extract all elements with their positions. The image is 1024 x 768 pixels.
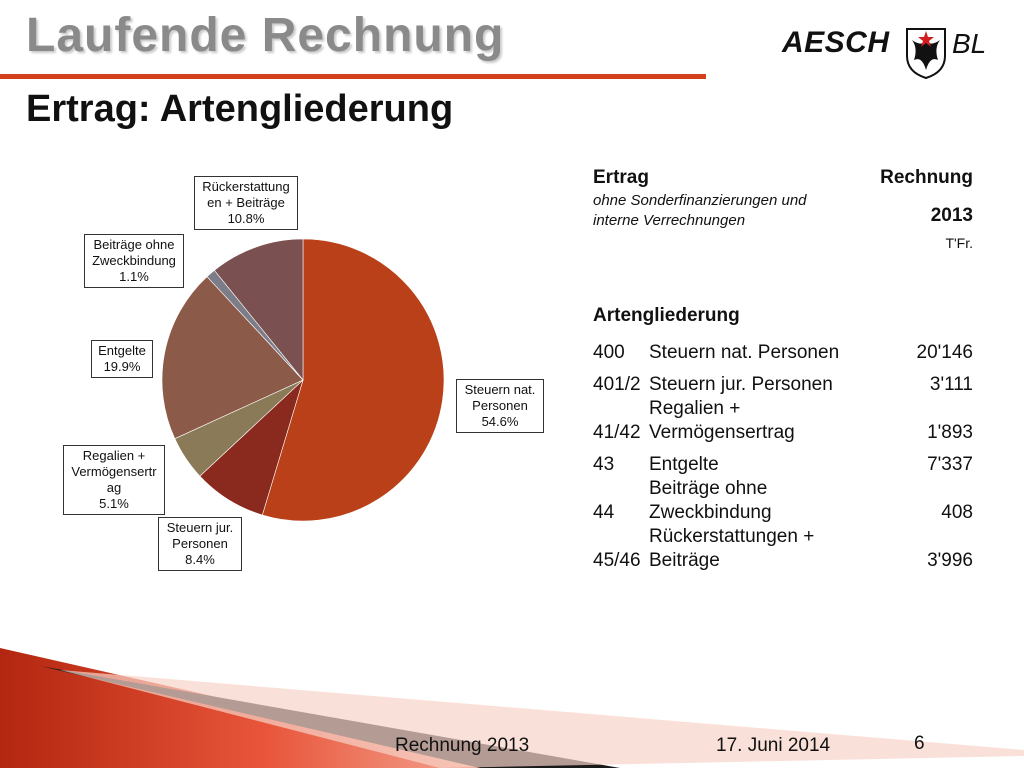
title-underline <box>0 74 706 79</box>
table-row: 401/2 Steuern jur. Personen 3'111 <box>593 373 973 397</box>
row-code: 41/42 <box>593 422 641 443</box>
row-label: Entgelte <box>649 454 719 475</box>
row-code: 43 <box>593 454 615 475</box>
row-code: 400 <box>593 342 625 363</box>
row-code: 45/46 <box>593 550 641 571</box>
pie-data-label-line: 54.6% <box>481 414 519 429</box>
row-label: Zweckbindung <box>649 502 772 523</box>
row-label: Vermögensertrag <box>649 422 795 443</box>
pie-slice <box>261 238 445 522</box>
pie-data-label-line: Rückerstattung <box>202 179 290 194</box>
page-subtitle: Ertrag: Artengliederung <box>26 88 454 130</box>
pie-chart: Steuern nat. Personen 54.6% Steuern jur. Per… <box>0 150 580 620</box>
pie-data-label-line: ag <box>106 480 122 495</box>
column-title: Ertrag <box>593 167 649 188</box>
section-title: Artengliederung <box>593 305 740 326</box>
row-value: 3'111 <box>929 374 973 395</box>
page-title: Laufende Rechnung <box>26 9 505 62</box>
pie-data-label: Steuern nat. Personen 54.6% <box>456 379 544 433</box>
column-rechnung: Rechnung <box>880 167 973 188</box>
table-row: Regalien + 41/42 Vermögensertrag 1'893 <box>593 398 973 445</box>
column-note: ohne Sonderfinanzierungen und interne Ve… <box>593 192 807 229</box>
footer-decoration <box>0 648 1024 768</box>
footer-left: Rechnung 2013 <box>395 735 530 756</box>
pie-data-label-line: Personen <box>472 398 528 413</box>
row-value: 20'146 <box>916 342 973 363</box>
pie-data-label: Beiträge ohne Zweckbindung 1.1% <box>84 234 184 288</box>
pie-data-label: Rückerstattung en + Beiträge 10.8% <box>194 176 298 230</box>
pie-data-label-line: 1.1% <box>119 269 149 284</box>
table-row: Beiträge ohne 44 Zweckbindung 408 <box>593 478 973 525</box>
pie-chart-svg <box>161 238 445 522</box>
pie-data-label-line: 10.8% <box>227 211 265 226</box>
table-row: 400 Steuern nat. Personen 20'146 <box>593 341 973 365</box>
row-code: 44 <box>593 502 615 523</box>
pie-data-label-line: Zweckbindung <box>92 253 176 268</box>
page-number: 6 <box>914 733 925 754</box>
aesch-logo: AESCH BL <box>782 22 992 86</box>
pie-data-label-line: 5.1% <box>99 496 129 511</box>
row-label-prefix: Beiträge ohne <box>649 478 768 499</box>
pie-data-label-line: Regalien + <box>82 448 146 463</box>
pie-data-label: Entgelte 19.9% <box>91 340 153 378</box>
table-row: Rückerstattungen + 45/46 Beiträge 3'996 <box>593 526 973 573</box>
pie-data-label-line: Steuern jur. <box>166 520 234 535</box>
row-label: Beiträge <box>649 550 720 571</box>
pie-slice <box>161 276 304 440</box>
pie-data-label-line: Entgelte <box>98 343 146 358</box>
footer-date: 17. Juni 2014 <box>716 735 831 756</box>
pie-data-label-line: Beiträge ohne <box>93 237 175 252</box>
pie-data-label-line: 19.9% <box>103 359 141 374</box>
row-value: 3'996 <box>927 550 973 571</box>
column-year: 2013 <box>930 205 973 226</box>
logo-word: AESCH <box>782 26 890 59</box>
coat-of-arms-icon <box>906 28 946 80</box>
pie-data-label-line: 8.4% <box>185 552 215 567</box>
row-label: Steuern jur. Personen <box>649 374 833 395</box>
row-value: 7'337 <box>927 454 973 475</box>
table-row: 43 Entgelte 7'337 <box>593 453 973 477</box>
row-label-prefix: Rückerstattungen + <box>649 526 815 547</box>
pie-data-label: Regalien + Vermögensertr ag 5.1% <box>63 445 165 515</box>
pie-data-label-line: Personen <box>172 536 228 551</box>
pie-data-label: Steuern jur. Personen 8.4% <box>158 517 242 571</box>
row-label-prefix: Regalien + <box>649 398 741 419</box>
row-value: 1'893 <box>927 422 973 443</box>
pie-data-label-line: en + Beiträge <box>207 195 285 210</box>
pie-data-label-line: Vermögensertr <box>71 464 157 479</box>
row-code: 401/2 <box>593 374 641 395</box>
pie-data-label-line: Steuern nat. <box>464 382 536 397</box>
pie-slice <box>213 238 304 381</box>
row-label: Steuern nat. Personen <box>649 342 840 363</box>
row-value: 408 <box>941 502 973 523</box>
column-unit: T'Fr. <box>945 235 973 251</box>
logo-bl: BL <box>952 28 987 59</box>
